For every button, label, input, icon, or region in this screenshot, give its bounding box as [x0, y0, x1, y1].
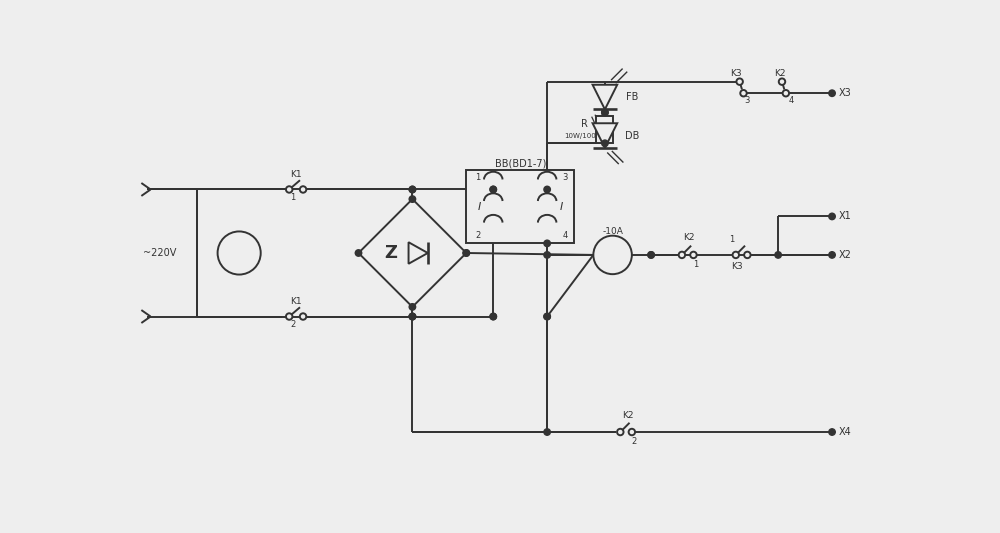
Circle shape	[490, 186, 496, 193]
Text: K3: K3	[730, 69, 742, 78]
Text: DB: DB	[625, 131, 640, 141]
Circle shape	[544, 186, 550, 193]
Circle shape	[300, 313, 306, 320]
Circle shape	[629, 429, 635, 435]
Polygon shape	[593, 85, 617, 109]
Text: 2: 2	[475, 231, 480, 240]
Text: 10W/1000Ω: 10W/1000Ω	[564, 133, 606, 139]
Circle shape	[829, 252, 835, 258]
Circle shape	[463, 250, 470, 256]
Circle shape	[736, 78, 743, 85]
Circle shape	[490, 313, 496, 320]
Bar	[596, 116, 613, 143]
Circle shape	[544, 252, 550, 258]
Text: X1: X1	[838, 212, 851, 221]
Circle shape	[409, 313, 416, 320]
Circle shape	[409, 186, 416, 193]
Circle shape	[733, 252, 739, 258]
Text: K1: K1	[290, 171, 302, 179]
Text: X3: X3	[838, 88, 851, 98]
Text: 1: 1	[290, 193, 296, 203]
Circle shape	[544, 313, 550, 320]
Text: 1: 1	[729, 235, 735, 244]
Text: ~220V: ~220V	[143, 248, 176, 258]
Circle shape	[775, 252, 781, 258]
Circle shape	[829, 429, 835, 435]
Text: 1: 1	[693, 260, 698, 269]
Text: 2: 2	[290, 320, 296, 329]
Text: 4: 4	[789, 96, 794, 106]
Text: 4: 4	[562, 231, 567, 240]
Text: X2: X2	[838, 250, 851, 260]
Circle shape	[544, 313, 550, 320]
Circle shape	[602, 140, 608, 147]
Circle shape	[409, 196, 416, 203]
Circle shape	[218, 231, 261, 274]
Circle shape	[409, 313, 416, 320]
Circle shape	[829, 213, 835, 220]
Text: R: R	[581, 119, 588, 128]
Text: X4: X4	[838, 427, 851, 437]
Circle shape	[648, 252, 654, 258]
Polygon shape	[593, 123, 617, 148]
Circle shape	[617, 429, 624, 435]
Circle shape	[286, 186, 292, 193]
Polygon shape	[409, 242, 428, 264]
Circle shape	[409, 304, 416, 310]
Text: K2: K2	[683, 233, 695, 243]
Text: FB: FB	[626, 92, 639, 102]
Circle shape	[286, 313, 292, 320]
Text: Z: Z	[384, 244, 397, 262]
Circle shape	[544, 240, 550, 247]
Circle shape	[679, 252, 685, 258]
Text: 3: 3	[562, 173, 568, 182]
Text: I: I	[478, 202, 481, 212]
Text: 3: 3	[745, 96, 750, 106]
Circle shape	[490, 313, 496, 320]
Text: 2: 2	[632, 437, 637, 446]
Circle shape	[740, 90, 747, 96]
Circle shape	[490, 186, 496, 193]
Text: K3: K3	[732, 262, 743, 271]
Text: 1: 1	[475, 173, 480, 182]
Text: K2: K2	[622, 410, 633, 419]
Circle shape	[829, 90, 835, 96]
Circle shape	[409, 313, 416, 320]
Text: A: A	[607, 248, 618, 262]
Bar	[466, 170, 574, 244]
Circle shape	[690, 252, 697, 258]
Circle shape	[602, 109, 608, 116]
Circle shape	[593, 236, 632, 274]
Circle shape	[463, 250, 470, 256]
Text: -10A: -10A	[602, 227, 623, 236]
Text: V: V	[234, 246, 245, 260]
Circle shape	[783, 90, 789, 96]
Text: K1: K1	[290, 297, 302, 306]
Circle shape	[648, 252, 654, 258]
Text: K2: K2	[774, 69, 785, 78]
Circle shape	[300, 186, 306, 193]
Circle shape	[602, 109, 608, 116]
Circle shape	[409, 186, 416, 193]
Circle shape	[779, 78, 785, 85]
Text: BB(BD1-7): BB(BD1-7)	[495, 158, 546, 168]
Circle shape	[355, 250, 362, 256]
Circle shape	[744, 252, 751, 258]
Circle shape	[544, 429, 550, 435]
Text: I: I	[559, 202, 563, 212]
